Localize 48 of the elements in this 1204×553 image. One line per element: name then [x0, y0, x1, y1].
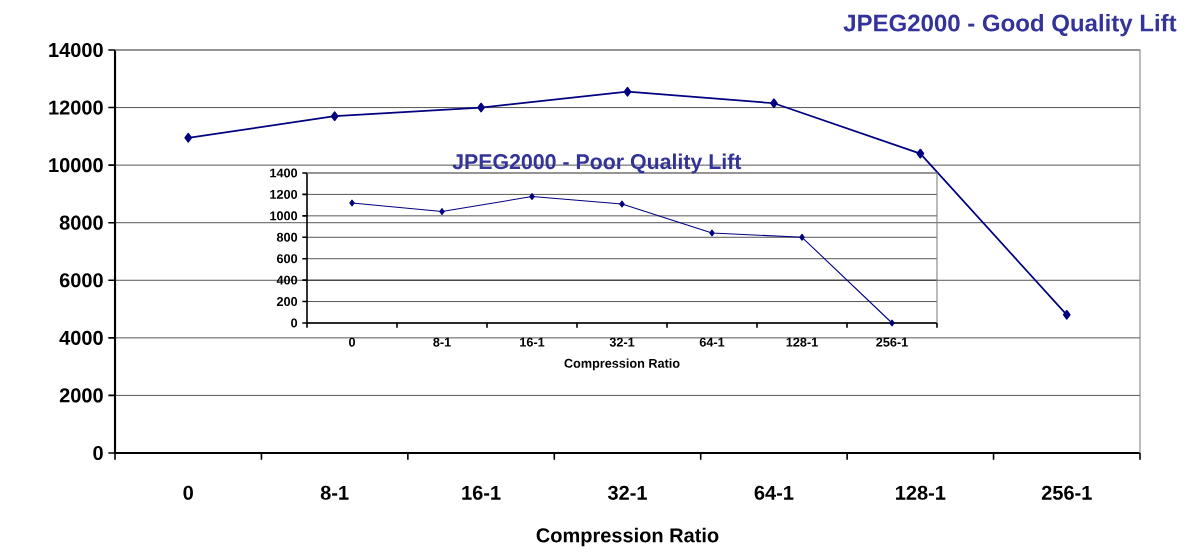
- point: [349, 199, 355, 207]
- point: [709, 229, 715, 237]
- x-tick-label: 0: [183, 485, 193, 500]
- y-tick-label: 12000: [49, 100, 103, 115]
- point: [799, 233, 805, 241]
- y-tick-label: 200: [276, 297, 298, 307]
- y-tick-label: 600: [276, 254, 298, 264]
- point: [889, 319, 895, 327]
- point: [477, 102, 485, 113]
- x-tick-label: 128-1: [786, 337, 818, 347]
- point: [623, 86, 632, 97]
- chart-title: JPEG2000 - Good Quality Lift: [843, 13, 1177, 37]
- x-tick-label: 32-1: [607, 485, 647, 500]
- x-tick-label: 0: [348, 337, 356, 347]
- point: [770, 98, 778, 109]
- y-tick-label: 6000: [59, 273, 103, 288]
- x-tick-label: 128-1: [896, 485, 946, 500]
- x-tick-label: 32-1: [609, 337, 635, 347]
- x-tick-label: 64-1: [754, 485, 794, 500]
- x-tick-label: 8-1: [433, 337, 451, 347]
- y-tick-label: 1400: [270, 168, 298, 178]
- point: [619, 200, 625, 208]
- y-tick-label: 0: [291, 318, 298, 328]
- point: [330, 111, 339, 122]
- x-tick-label: 8-1: [320, 485, 349, 500]
- y-tick-label: 4000: [59, 330, 103, 345]
- x-tick-label: 16-1: [520, 337, 545, 347]
- y-tick-label: 10000: [49, 158, 103, 173]
- y-tick-label: 14000: [49, 42, 103, 58]
- y-tick-label: 2000: [59, 388, 103, 403]
- y-tick-label: 1000: [270, 211, 298, 221]
- point: [439, 208, 445, 216]
- y-tick-label: 8000: [59, 215, 103, 230]
- point: [184, 132, 193, 143]
- x-tick-label: 16-1: [462, 485, 501, 500]
- y-tick-label: 800: [276, 232, 298, 242]
- point: [529, 193, 535, 201]
- point: [1062, 309, 1071, 320]
- x-tick-label: 256-1: [1041, 485, 1092, 500]
- x-axis-title: Compression Ratio: [536, 527, 719, 547]
- x-axis-title: Compression Ratio: [564, 358, 680, 371]
- chart-title: JPEG2000 - Poor Quality Lift: [452, 153, 742, 174]
- x-tick-label: 256-1: [876, 337, 908, 347]
- y-tick-label: 0: [93, 445, 103, 461]
- y-tick-label: 400: [276, 275, 298, 285]
- x-tick-label: 64-1: [699, 337, 725, 347]
- y-tick-label: 1200: [270, 189, 298, 199]
- point: [916, 148, 925, 159]
